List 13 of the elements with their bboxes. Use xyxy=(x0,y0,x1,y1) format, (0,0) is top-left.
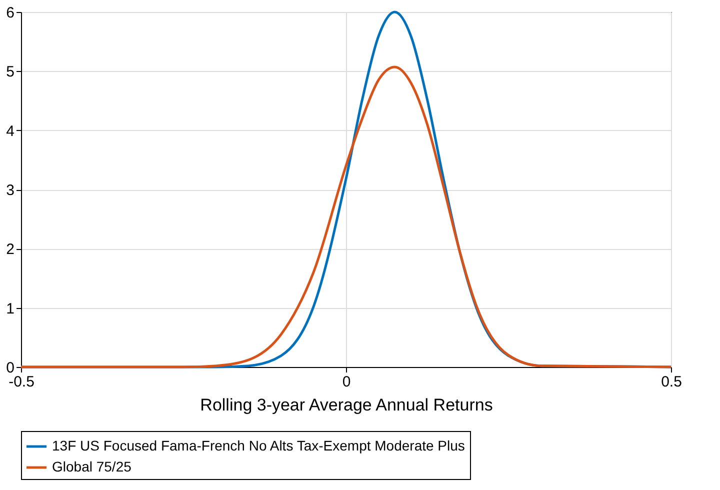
y-tick-label: 4 xyxy=(6,122,14,140)
x-tick-label: 0 xyxy=(342,374,351,390)
y-tick-label: 3 xyxy=(6,182,14,199)
x-tick-label: 0.5 xyxy=(661,374,682,390)
y-tick-label: 5 xyxy=(6,64,14,81)
y-tick-label: 0 xyxy=(6,360,14,376)
x-axis-title: Rolling 3-year Average Annual Returns xyxy=(200,396,493,414)
y-tick-label: 2 xyxy=(6,241,14,258)
y-tick-label: 1 xyxy=(6,300,14,318)
legend-label: Global 75/25 xyxy=(52,458,132,474)
x-tick-label: -0.5 xyxy=(8,374,34,390)
y-tick-label: 6 xyxy=(6,4,14,22)
legend-label: 13F US Focused Fama-French No Alts Tax-Exempt Moderate Plus xyxy=(52,438,465,454)
